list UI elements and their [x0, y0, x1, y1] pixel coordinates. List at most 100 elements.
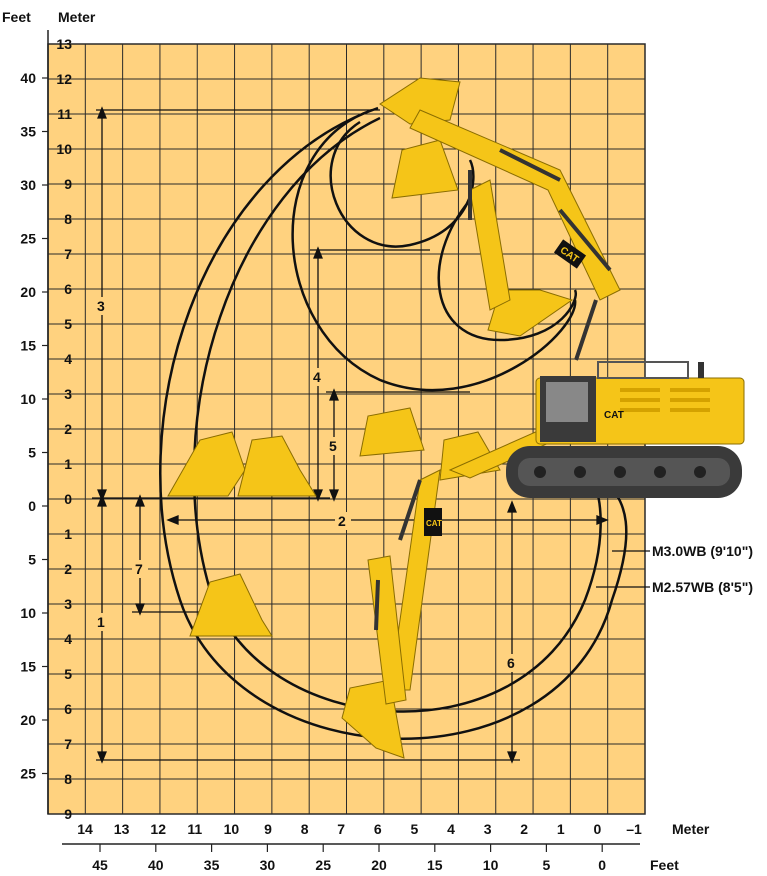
- left-meter-unit-label: Meter: [58, 9, 96, 25]
- track-rollers: [534, 466, 706, 478]
- left-meter-tick-label: 11: [57, 106, 72, 122]
- engine-vents: [620, 388, 710, 412]
- exhaust-stack: [698, 362, 704, 378]
- left-meter-tick-label: 9: [64, 806, 72, 822]
- bottom-feet-tick-label: 20: [371, 857, 387, 873]
- left-feet-tick-label: 10: [20, 391, 36, 407]
- left-meter-tick-label: 2: [64, 421, 72, 437]
- cat-decal-lower-text: CAT: [426, 519, 442, 528]
- arrowhead: [166, 515, 179, 525]
- bottom-feet-tick-label: 30: [260, 857, 276, 873]
- left-meter-tick-label: 9: [64, 176, 72, 192]
- excavator-machine: CAT: [506, 361, 745, 498]
- bottom-feet-ticks: 45 40 35 30 25 20 15 10 5 0: [92, 844, 606, 873]
- left-feet-tick-label: 25: [20, 766, 36, 782]
- boom-upper: [409, 109, 621, 301]
- left-meter-tick-label: 5: [64, 316, 72, 332]
- arrowhead: [507, 500, 517, 513]
- bottom-feet-tick-label: 45: [92, 857, 108, 873]
- arrowhead: [507, 751, 517, 764]
- bottom-feet-tick-label: 5: [543, 857, 551, 873]
- arrowhead: [97, 494, 107, 507]
- left-meter-tick-label: 0: [64, 491, 72, 507]
- left-feet-tick-label: 20: [20, 284, 36, 300]
- left-meter-tick-label: 10: [56, 141, 72, 157]
- left-meter-tick-label: 3: [64, 596, 72, 612]
- left-feet-tick-label: 25: [20, 231, 36, 247]
- left-meter-tick-label: 2: [64, 561, 72, 577]
- bottom-feet-tick-label: 15: [427, 857, 443, 873]
- bottom-feet-tick-label: 10: [483, 857, 499, 873]
- dimension-number-labels: 3 1 7 2 4 5 6: [94, 297, 520, 672]
- cat-decal-upper: [553, 239, 587, 269]
- bucket-ground-mid: [237, 435, 317, 497]
- left-feet-tick-label: 10: [20, 605, 36, 621]
- left-meter-tick-label: 8: [64, 211, 72, 227]
- bottom-feet-tick-label: 40: [148, 857, 164, 873]
- boom-label-long: M3.0WB (9'10"): [652, 543, 753, 559]
- arrowhead: [97, 106, 107, 119]
- arrowhead: [596, 515, 609, 525]
- bottom-feet-unit-label: Feet: [650, 857, 679, 873]
- bottom-feet-tick-label: 25: [315, 857, 331, 873]
- arrowhead: [135, 603, 145, 616]
- bottom-meter-tick-label: 14: [77, 821, 93, 837]
- bottom-meter-tick-label: 11: [187, 821, 202, 837]
- engine-hood-rail: [597, 361, 689, 379]
- bottom-meter-unit-label: Meter: [672, 821, 710, 837]
- bucket-ground-left: [167, 431, 246, 497]
- hydraulic-cylinders: [374, 148, 612, 631]
- bottom-feet-tick-label: 0: [598, 857, 606, 873]
- envelope-long-stick: [159, 106, 628, 740]
- bottom-meter-tick-label: 2: [520, 821, 528, 837]
- arrowhead: [313, 246, 323, 259]
- arrowhead: [329, 388, 339, 401]
- arrowhead: [135, 494, 145, 507]
- bottom-meter-tick-label: 10: [224, 821, 240, 837]
- left-feet-tick-label: 40: [20, 70, 36, 86]
- left-feet-unit-label: Feet: [2, 9, 31, 25]
- bottom-meter-tick-label: 1: [557, 821, 565, 837]
- left-feet-tick-label: 35: [20, 124, 36, 140]
- dimension-label-7: 7: [135, 561, 143, 577]
- arrowhead: [329, 489, 339, 502]
- boom-label-short: M2.57WB (8'5"): [652, 579, 753, 595]
- left-meter-tick-label: 13: [56, 36, 72, 52]
- bottom-feet-tick-label: 35: [204, 857, 220, 873]
- left-meter-tick-label: 3: [64, 386, 72, 402]
- left-meter-tick-label: 5: [64, 666, 72, 682]
- cat-decal-lower: [424, 508, 442, 536]
- bottom-meter-tick-label: 7: [337, 821, 345, 837]
- left-meter-tick-label: 6: [64, 701, 72, 717]
- excavator-linkage: [367, 109, 621, 705]
- dimension-label-1: 1: [97, 614, 105, 630]
- left-feet-tick-label: 5: [28, 552, 36, 568]
- left-meter-tick-label: 4: [64, 351, 72, 367]
- cat-logo-body: CAT: [604, 410, 624, 421]
- left-feet-tick-label: 30: [20, 177, 36, 193]
- bottom-meter-tick-label: 0: [594, 821, 602, 837]
- bottom-meter-tick-label: 4: [447, 821, 455, 837]
- bottom-meter-tick-label: 8: [301, 821, 309, 837]
- bottom-meter-ticks: 14 13 12 11 10 9 8 7 6 5 4 3 2 1 0 –1: [77, 821, 642, 837]
- working-range-envelopes: [159, 106, 628, 740]
- dimension-label-3: 3: [97, 298, 105, 314]
- arrowhead: [97, 751, 107, 764]
- left-feet-tick-label: 0: [28, 498, 36, 514]
- left-meter-tick-label: 1: [64, 456, 72, 472]
- left-meter-tick-label: 7: [64, 246, 72, 262]
- bucket-mid-low: [189, 573, 273, 637]
- bottom-meter-tick-label: 13: [114, 821, 130, 837]
- stick-upper: [469, 179, 511, 311]
- bottom-meter-tick-label: 6: [374, 821, 382, 837]
- bottom-meter-tick-label: 3: [484, 821, 492, 837]
- dimension-label-2: 2: [338, 513, 346, 529]
- grid-lines: [48, 44, 645, 814]
- dimension-label-4: 4: [313, 369, 321, 385]
- bottom-meter-tick-label: –1: [626, 821, 642, 837]
- cab-window: [546, 382, 588, 422]
- left-meter-tick-label: 4: [64, 631, 72, 647]
- bottom-meter-tick-label: 5: [411, 821, 419, 837]
